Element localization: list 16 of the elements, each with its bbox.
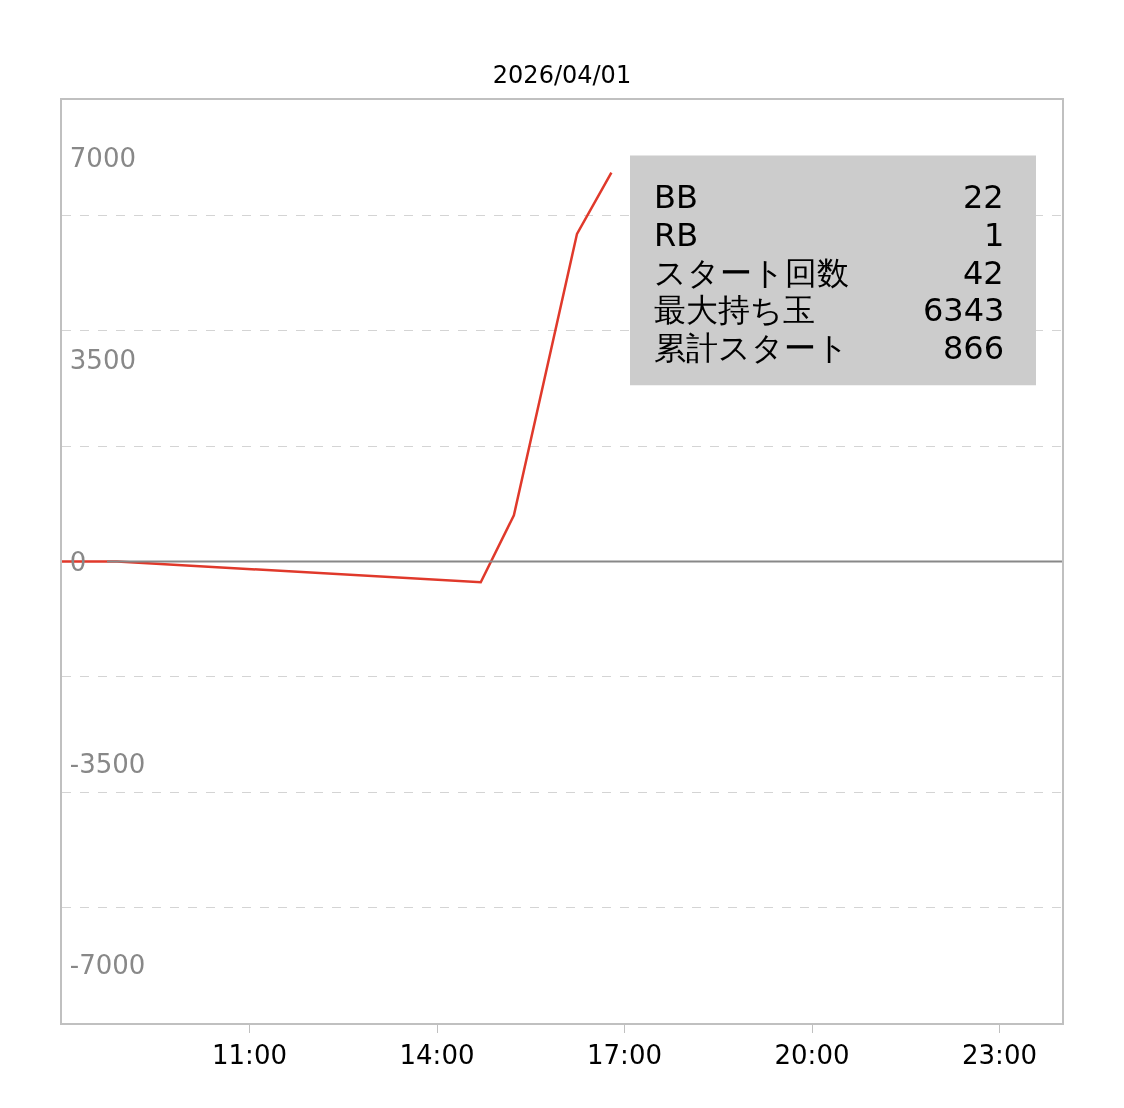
text: 最大持ち玉 6343 [654, 291, 1005, 329]
text: RB 1 [654, 216, 1005, 254]
y-tick-label: -7000 [69, 950, 146, 981]
x-tick-label: 23:00 [962, 1040, 1037, 1071]
text: 累計スタート 866 [654, 329, 1005, 367]
chart-title: 2026/04/01 [492, 61, 632, 90]
x-tick-label: 14:00 [399, 1040, 475, 1071]
text: スタート回数 42 [654, 254, 1004, 292]
x-tick-label: 20:00 [774, 1040, 850, 1071]
y-tick-label: 7000 [69, 142, 136, 173]
x-tick-label: 11:00 [212, 1040, 287, 1071]
x-tick-label: 17:00 [587, 1040, 662, 1071]
y-tick-label: 3500 [69, 344, 136, 375]
text: BB 22 [654, 178, 1004, 216]
line-series [62, 171, 613, 584]
y-tick-label: -3500 [69, 748, 146, 779]
